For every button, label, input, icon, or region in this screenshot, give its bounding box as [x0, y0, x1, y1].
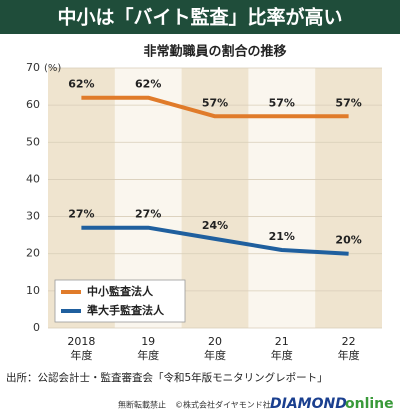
- footer-notice: 無断転載禁止: [118, 400, 166, 410]
- y-tick-label: 0: [33, 321, 40, 334]
- y-tick-label: 50: [26, 135, 40, 148]
- x-tick-suffix: 年度: [204, 348, 226, 362]
- legend-box: [54, 279, 186, 323]
- x-tick-label: 20: [208, 335, 222, 348]
- x-tick-label: 21: [275, 335, 289, 348]
- data-label: 57%: [202, 96, 228, 109]
- x-tick-label: 19: [141, 335, 155, 348]
- data-label: 62%: [135, 78, 161, 91]
- data-label: 62%: [68, 78, 94, 91]
- data-label: 27%: [135, 208, 161, 221]
- y-tick-label: 30: [26, 210, 40, 223]
- legend-label: 中小監査法人: [87, 284, 154, 298]
- data-label: 24%: [202, 219, 228, 232]
- y-tick-label: 10: [26, 284, 40, 297]
- logo-sub: online: [345, 396, 394, 412]
- y-axis-label: (%): [44, 63, 61, 74]
- x-tick-suffix: 年度: [70, 348, 92, 362]
- data-label: 57%: [335, 96, 361, 109]
- x-tick-label: 22: [342, 335, 356, 348]
- chart-title: 中小は「バイト監査」比率が高い: [57, 6, 342, 29]
- data-label: 27%: [68, 208, 94, 221]
- legend-label: 準大手監査法人: [87, 303, 165, 317]
- x-tick-suffix: 年度: [338, 348, 360, 362]
- y-tick-label: 60: [26, 98, 40, 111]
- footer-copyright: ©株式会社ダイヤモンド社: [175, 400, 271, 410]
- x-tick-suffix: 年度: [137, 348, 159, 362]
- data-label: 20%: [335, 234, 361, 247]
- chart-subtitle: 非常勤職員の割合の推移: [143, 44, 286, 60]
- logo-main: DIAMOND: [270, 396, 347, 412]
- data-label: 21%: [269, 230, 295, 243]
- x-tick-label: 2018: [67, 335, 95, 348]
- title-bar: [0, 0, 400, 34]
- series-line: [81, 225, 349, 256]
- y-tick-label: 20: [26, 247, 40, 260]
- y-tick-label: 40: [26, 172, 40, 185]
- source: 出所：公認会計士・監査審査会「令和5年版モニタリングレポート」: [6, 371, 328, 384]
- y-tick-label: 70: [26, 61, 40, 74]
- series-line: [81, 95, 349, 119]
- data-label: 57%: [269, 96, 295, 109]
- x-tick-suffix: 年度: [271, 348, 293, 362]
- column-band: [315, 68, 382, 328]
